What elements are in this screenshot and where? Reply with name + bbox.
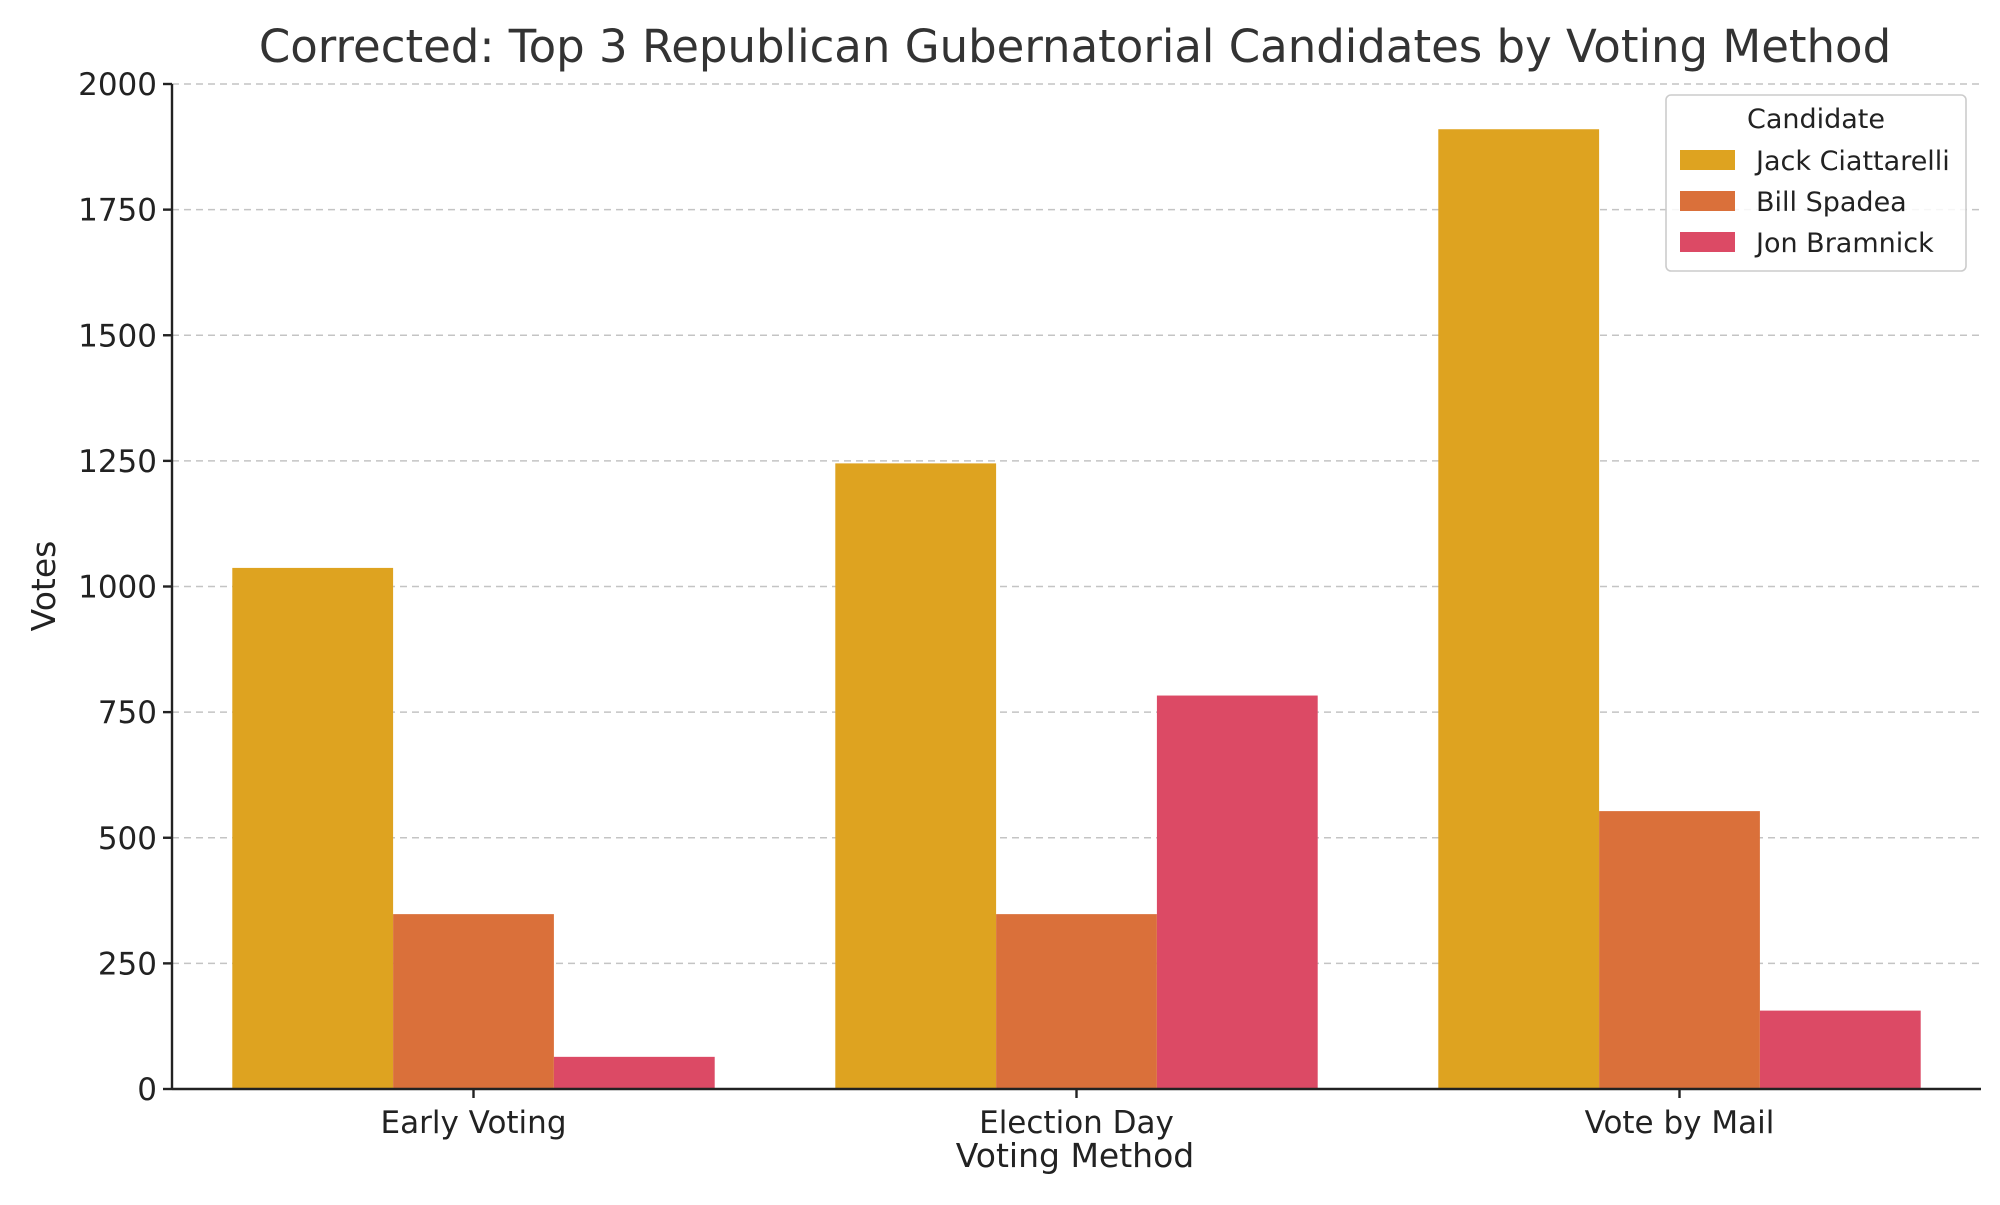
y-tick-label: 0	[137, 1072, 157, 1108]
legend-items: Jack Ciattarelli Bill Spadea Jon Bramnick	[1680, 146, 1950, 259]
x-tick-label: Election Day	[979, 1105, 1174, 1141]
bar-jack-ciattarelli	[1438, 129, 1600, 1090]
bar-jack-ciattarelli	[232, 567, 394, 1089]
bars	[232, 129, 1921, 1090]
x-axis-ticks: Early Voting Election Day Vote by Mail	[381, 1089, 1775, 1141]
y-tick-label: 1250	[78, 444, 157, 480]
grid-lines	[172, 83, 1981, 965]
legend-swatch	[1680, 232, 1735, 252]
legend-entry-label: Bill Spadea	[1756, 187, 1907, 218]
bar-jack-ciattarelli	[835, 463, 997, 1089]
bar-jon-bramnick	[553, 1056, 715, 1089]
legend-entry-label: Jack Ciattarelli	[1754, 146, 1950, 177]
legend-title: Candidate	[1747, 104, 1885, 135]
y-axis-label: Votes	[24, 541, 63, 632]
legend-entry-label: Jon Bramnick	[1754, 228, 1934, 259]
legend-swatch	[1680, 191, 1735, 211]
bar-bill-spadea	[1599, 811, 1760, 1089]
y-tick-label: 500	[98, 821, 157, 857]
y-axis-ticks: 0 250 500 750 1000 1250 1500 1750 2000	[78, 67, 172, 1108]
x-axis-label: Voting Method	[956, 1136, 1194, 1175]
bar-bill-spadea	[393, 914, 554, 1089]
legend: Candidate Jack Ciattarelli Bill Spadea Jon…	[1665, 94, 1967, 272]
y-tick-label: 250	[98, 946, 157, 982]
y-tick-label: 750	[98, 695, 157, 731]
bar-bill-spadea	[996, 914, 1157, 1089]
y-tick-label: 2000	[78, 67, 157, 103]
y-tick-label: 1000	[78, 570, 157, 606]
legend-box	[1665, 94, 1967, 272]
x-tick-label: Vote by Mail	[1585, 1105, 1775, 1141]
y-tick-label: 1750	[78, 193, 157, 229]
legend-swatch	[1680, 150, 1735, 170]
chart-title: Corrected: Top 3 Republican Gubernatoria…	[259, 20, 1891, 73]
bar-jon-bramnick	[1156, 695, 1318, 1089]
x-tick-label: Early Voting	[381, 1105, 567, 1141]
bar-jon-bramnick	[1759, 1010, 1921, 1089]
y-tick-label: 1500	[78, 318, 157, 354]
